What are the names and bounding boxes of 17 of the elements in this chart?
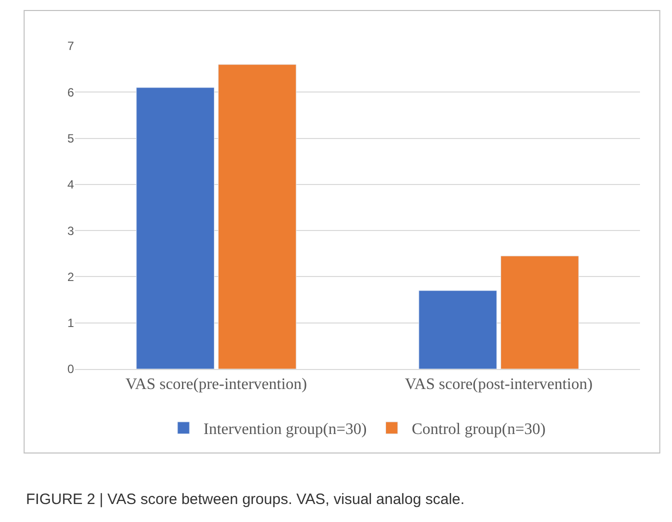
- bar: [218, 64, 296, 369]
- bar: [500, 256, 579, 369]
- y-tick-label: 6: [67, 85, 74, 100]
- bar: [136, 87, 214, 369]
- y-tick-label: 7: [67, 39, 74, 54]
- y-tick-label: 4: [67, 178, 74, 192]
- caption: FIGURE 2 | VAS score between groups. VAS, visual analog scale.: [26, 491, 465, 508]
- y-tick-label: 2: [67, 270, 74, 284]
- y-tick-label: 0: [67, 362, 74, 376]
- x-tick-label: VAS score(pre-intervention): [126, 376, 307, 394]
- bar: [418, 290, 497, 369]
- y-tick-label: 3: [67, 224, 74, 238]
- legend-label: Intervention group(n=30): [204, 421, 367, 438]
- x-tick-label: VAS score(post-intervention): [404, 376, 593, 394]
- y-tick-label: 1: [67, 316, 74, 330]
- legend-label: Control group(n=30): [412, 421, 546, 438]
- y-tick-label: 5: [67, 131, 74, 146]
